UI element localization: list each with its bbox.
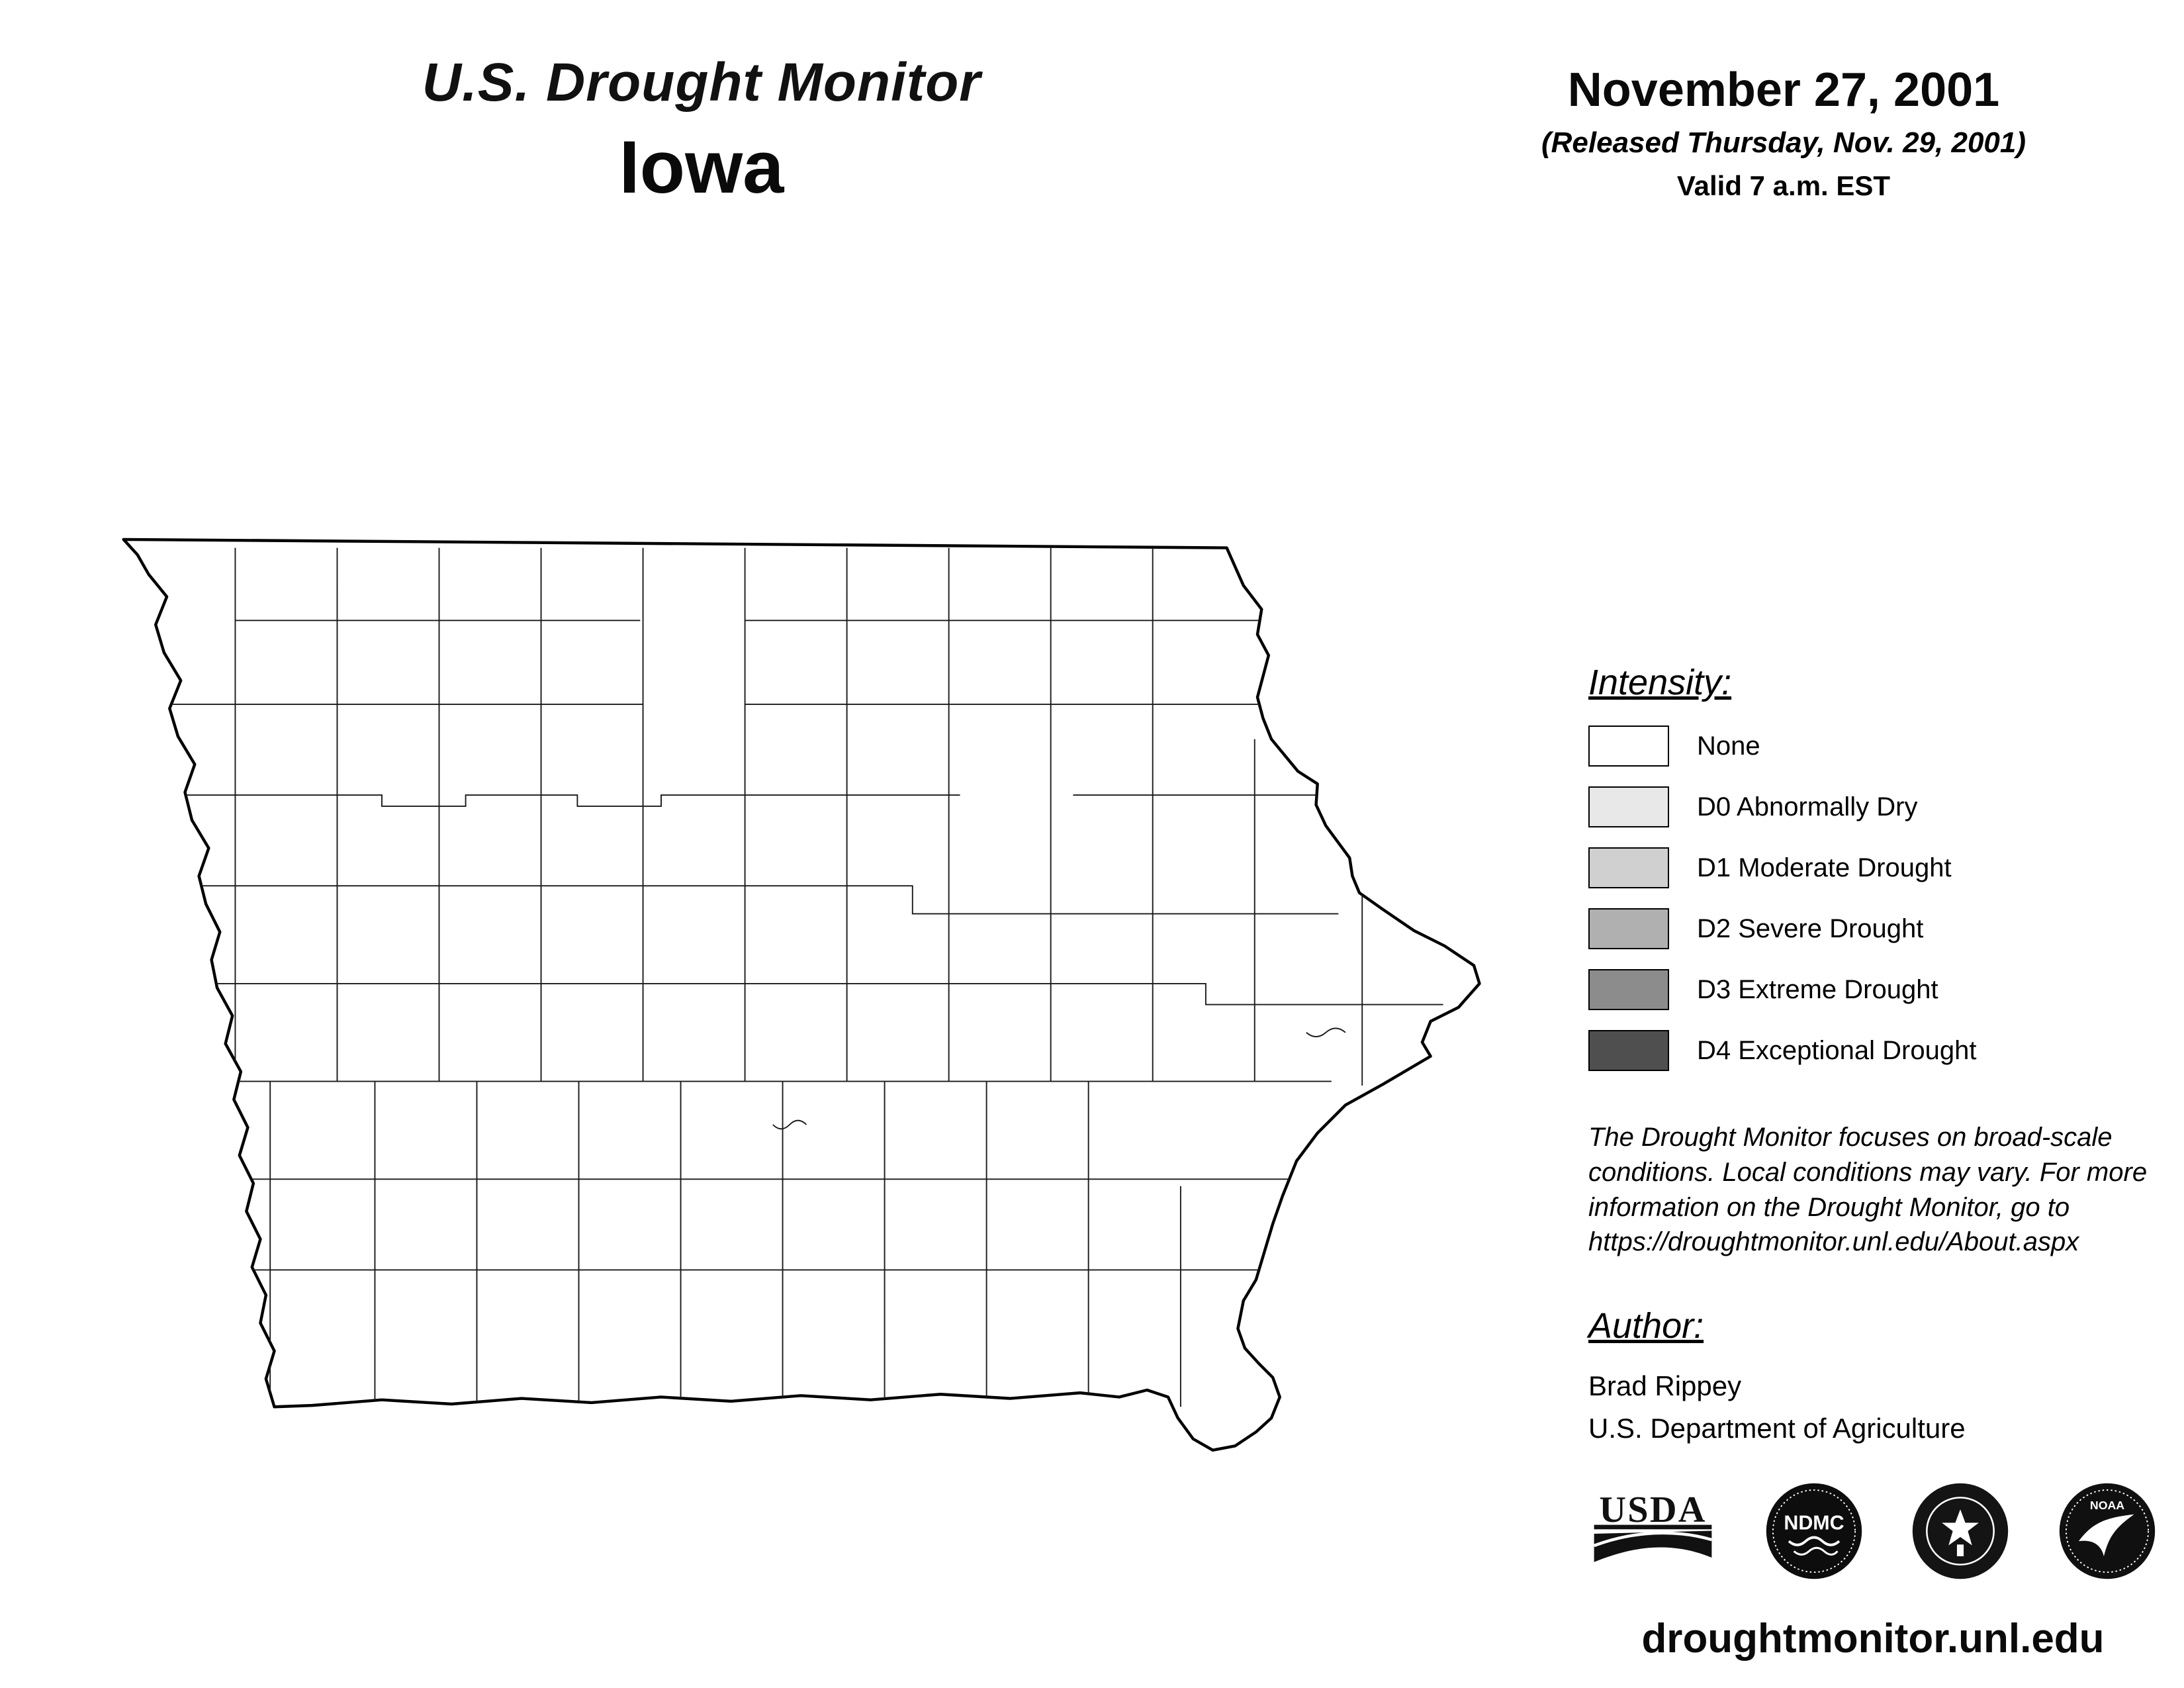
swatch-d4 bbox=[1588, 1030, 1669, 1071]
report-title: U.S. Drought Monitor bbox=[422, 52, 981, 113]
valid-time: Valid 7 a.m. EST bbox=[1676, 170, 1891, 201]
noaa-logo-text: NOAA bbox=[2090, 1499, 2124, 1512]
swatch-d1 bbox=[1588, 847, 1669, 888]
noaa-logo: NOAA bbox=[2059, 1483, 2156, 1579]
author-heading: Author: bbox=[1588, 1306, 1704, 1346]
agency-logos: USDA NDMC NOAA bbox=[1588, 1476, 2158, 1585]
disclaimer-text: The Drought Monitor focuses on broad-sca… bbox=[1588, 1123, 2148, 1257]
legend-item-d3: D3 Extreme Drought bbox=[1588, 969, 1976, 1010]
author-affiliation: U.S. Department of Agriculture bbox=[1588, 1413, 1966, 1444]
legend-heading: Intensity: bbox=[1588, 663, 1732, 702]
author-block: Author: Brad Rippey U.S. Department of A… bbox=[1588, 1305, 1966, 1444]
legend-label: None bbox=[1697, 731, 1760, 761]
county-borders bbox=[137, 547, 1443, 1410]
state-outline bbox=[122, 538, 1481, 1452]
swatch-d2 bbox=[1588, 908, 1669, 949]
iowa-drought-map bbox=[103, 530, 1499, 1466]
legend-item-d2: D2 Severe Drought bbox=[1588, 908, 1976, 949]
intensity-legend: Intensity: None D0 Abnormally Dry D1 Mod… bbox=[1588, 662, 1976, 1091]
legend-label: D0 Abnormally Dry bbox=[1697, 792, 1918, 821]
ndmc-logo-text: NDMC bbox=[1784, 1511, 1844, 1534]
author-name: Brad Rippey bbox=[1588, 1370, 1742, 1401]
release-date: (Released Thursday, Nov. 29, 2001) bbox=[1541, 126, 2026, 159]
map-date: November 27, 2001 bbox=[1567, 64, 2000, 117]
legend-item-none: None bbox=[1588, 726, 1976, 767]
swatch-none bbox=[1588, 726, 1669, 767]
region-title: Iowa bbox=[619, 126, 784, 209]
legend-label: D3 Extreme Drought bbox=[1697, 974, 1938, 1004]
legend-label: D4 Exceptional Drought bbox=[1697, 1035, 1977, 1065]
legend-item-d4: D4 Exceptional Drought bbox=[1588, 1030, 1976, 1071]
commerce-logo bbox=[1913, 1483, 2009, 1579]
title-block: U.S. Drought Monitor Iowa bbox=[278, 52, 1125, 210]
usda-logo-text: USDA bbox=[1599, 1489, 1706, 1530]
legend-item-d1: D1 Moderate Drought bbox=[1588, 847, 1976, 888]
swatch-d0 bbox=[1588, 786, 1669, 827]
usda-logo: USDA bbox=[1593, 1489, 1712, 1562]
legend-label: D1 Moderate Drought bbox=[1697, 853, 1952, 882]
ndmc-logo: NDMC bbox=[1766, 1483, 1862, 1579]
footer-url: droughtmonitor.unl.edu bbox=[1641, 1616, 2105, 1662]
legend-item-d0: D0 Abnormally Dry bbox=[1588, 786, 1976, 827]
legend-label: D2 Severe Drought bbox=[1697, 914, 1924, 943]
swatch-d3 bbox=[1588, 969, 1669, 1010]
date-block: November 27, 2001 (Released Thursday, No… bbox=[1390, 63, 2177, 202]
